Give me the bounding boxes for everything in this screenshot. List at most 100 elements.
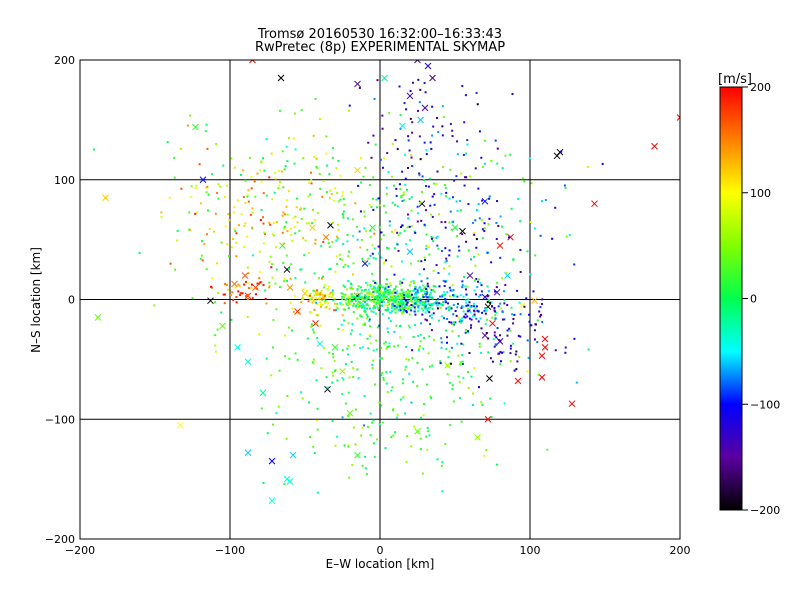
data-point-dot — [400, 295, 403, 298]
data-point-dot — [334, 368, 337, 371]
data-point-dot — [283, 168, 286, 171]
data-point-dot — [262, 481, 265, 484]
data-point-dot — [441, 134, 444, 137]
data-point-dot — [405, 303, 408, 306]
data-point-dot — [405, 311, 408, 314]
data-point-dot — [281, 214, 284, 217]
data-point-dot — [338, 253, 341, 256]
data-point-dot — [313, 308, 316, 311]
data-point-dot — [420, 191, 423, 194]
data-point-dot — [401, 281, 404, 284]
data-point-dot — [339, 174, 342, 177]
data-point-dot — [179, 147, 182, 150]
data-point-dot — [425, 292, 428, 295]
data-point-dot — [385, 186, 388, 189]
data-point-dot — [311, 361, 314, 364]
data-point-dot — [423, 258, 426, 261]
data-point-dot — [375, 295, 378, 298]
data-point-dot — [351, 218, 354, 221]
data-point-dot — [404, 368, 407, 371]
data-point-dot — [327, 242, 330, 245]
data-point-dot — [461, 84, 464, 87]
data-point-dot — [360, 434, 363, 437]
data-point-dot — [455, 314, 458, 317]
data-point-dot — [323, 286, 326, 289]
data-point-dot — [278, 369, 281, 372]
data-point-dot — [398, 183, 401, 186]
data-point-dot — [348, 109, 351, 112]
data-point-dot — [429, 141, 432, 144]
data-point-dot — [315, 301, 318, 304]
data-point-dot — [419, 437, 422, 440]
data-point-dot — [262, 242, 265, 245]
data-point-dot — [307, 300, 310, 303]
data-point-dot — [411, 131, 414, 134]
data-point-dot — [533, 227, 536, 230]
data-point-dot — [265, 138, 268, 141]
data-point-dot — [216, 192, 219, 195]
data-point-dot — [448, 305, 451, 308]
data-point-dot — [360, 306, 363, 309]
data-point-dot — [380, 231, 383, 234]
data-point-dot — [441, 303, 444, 306]
data-point-dot — [415, 302, 418, 305]
data-point-cross — [102, 194, 109, 202]
data-point-dot — [363, 215, 366, 218]
data-point-dot — [402, 191, 405, 194]
data-point-dot — [448, 254, 451, 257]
data-point-dot — [406, 435, 409, 438]
data-point-dot — [376, 306, 379, 309]
data-point-dot — [560, 150, 563, 153]
data-point-dot — [359, 333, 362, 336]
data-point-dot — [294, 352, 297, 355]
data-point-dot — [299, 208, 302, 211]
data-point-dot — [382, 295, 385, 298]
data-point-dot — [274, 282, 277, 285]
data-point-dot — [315, 165, 318, 168]
data-point-dot — [423, 286, 426, 289]
data-point-dot — [409, 290, 412, 293]
data-point-dot — [396, 290, 399, 293]
data-point-dot — [472, 392, 475, 395]
data-point-dot — [244, 201, 247, 204]
data-point-dot — [501, 277, 504, 280]
data-point-dot — [382, 262, 385, 265]
data-point-dot — [328, 351, 331, 354]
data-point-dot — [381, 286, 384, 289]
data-point-dot — [526, 370, 529, 373]
data-point-dot — [539, 306, 542, 309]
data-point-dot — [420, 260, 423, 263]
data-point-dot — [361, 464, 364, 467]
data-point-dot — [393, 247, 396, 250]
data-point-dot — [364, 166, 367, 169]
data-point-dot — [302, 297, 305, 300]
data-point-dot — [387, 171, 390, 174]
data-point-dot — [372, 300, 375, 303]
data-point-dot — [461, 316, 464, 319]
data-point-dot — [378, 284, 381, 287]
data-point-dot — [536, 341, 539, 344]
data-point-dot — [440, 192, 443, 195]
data-point-dot — [457, 334, 460, 337]
data-point-dot — [289, 301, 292, 304]
data-point-dot — [530, 182, 533, 185]
data-point-dot — [369, 298, 372, 301]
data-point-dot — [461, 286, 464, 289]
data-point-dot — [384, 447, 387, 450]
data-point-dot — [226, 243, 229, 246]
data-point-dot — [476, 103, 479, 106]
data-point-dot — [341, 349, 344, 352]
data-point-dot — [174, 268, 177, 271]
data-point-dot — [138, 251, 141, 254]
data-point-dot — [344, 293, 347, 296]
data-point-cross — [496, 242, 504, 249]
data-point-dot — [320, 289, 323, 292]
data-point-dot — [331, 221, 334, 224]
data-point-dot — [473, 231, 476, 234]
data-point-dot — [394, 297, 397, 300]
data-point-dot — [365, 317, 368, 320]
data-point-dot — [451, 135, 454, 138]
data-point-dot — [399, 305, 402, 308]
data-point-dot — [408, 292, 411, 295]
data-point-dot — [372, 299, 375, 302]
